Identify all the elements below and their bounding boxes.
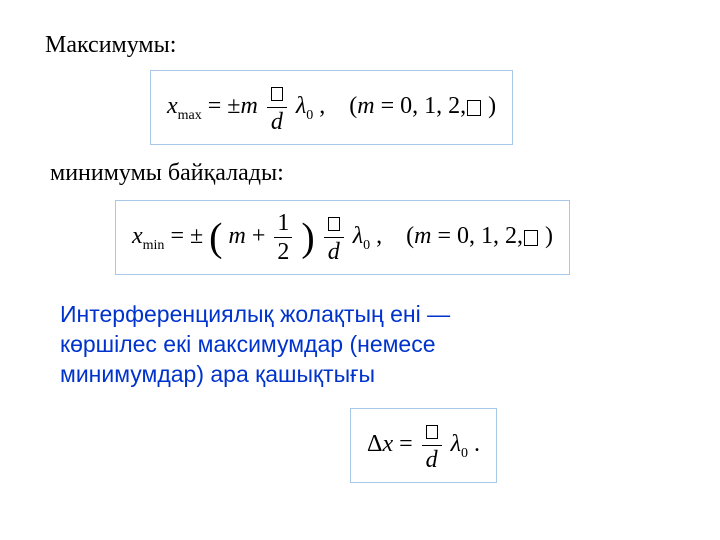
definition-line1: Интерференциялық жолақтың ені — [60, 301, 450, 327]
rparen: ) [301, 215, 314, 260]
lambda-sub: 0 [461, 446, 468, 461]
inner-m: m [228, 223, 245, 249]
placeholder-glyph [467, 100, 481, 116]
m-range-open: ( [406, 223, 414, 249]
lambda-sub: 0 [363, 238, 370, 253]
period: . [474, 431, 480, 457]
lparen: ( [209, 215, 222, 260]
equals: = ± [170, 223, 203, 249]
m-range-close: ) [482, 93, 496, 119]
equals: = ± [208, 93, 241, 119]
sub-min: min [143, 238, 165, 253]
sub-max: max [178, 108, 202, 123]
coef-m: m [240, 93, 257, 119]
definition-line3: минимумдар) ара қашықтығы [60, 361, 375, 387]
formula-min-box: xmin = ± ( m + 1 2 ) d λ0 , (m = 0, 1, 2… [115, 200, 570, 275]
minima-label: минимумы байқалады: [50, 160, 284, 187]
comma: , [376, 223, 400, 249]
lambda: λ [296, 93, 306, 119]
delta: Δ [367, 431, 382, 457]
definition-text: Интерференциялық жолақтың ені — көршілес… [60, 300, 580, 390]
frac-half: 1 2 [274, 211, 292, 264]
formula-max-box: xmax = ±m d λ0 , (m = 0, 1, 2, ) [150, 70, 513, 145]
placeholder-glyph [328, 217, 340, 231]
m-range-close: ) [539, 223, 553, 249]
frac-l-over-d: d [422, 419, 442, 472]
placeholder-glyph [426, 425, 438, 439]
placeholder-glyph [524, 230, 538, 246]
equals: = [399, 431, 419, 457]
frac-l-over-d: d [324, 211, 344, 264]
placeholder-glyph [271, 87, 283, 101]
lambda-sub: 0 [306, 108, 313, 123]
definition-line2: көршілес екі максимумдар (немесе [60, 331, 436, 357]
paren-group: ( m + 1 2 ) [209, 211, 315, 264]
var-x: x [167, 93, 178, 119]
frac-l-over-d: d [267, 81, 287, 134]
lambda: λ [353, 223, 363, 249]
comma: , [319, 93, 343, 119]
var-x: x [132, 223, 143, 249]
m-range-vals: = 0, 1, 2, [431, 223, 523, 249]
maxima-label: Максимумы: [45, 32, 176, 59]
m-range-vals: = 0, 1, 2, [375, 93, 467, 119]
lambda: λ [451, 431, 461, 457]
var-x: x [382, 431, 393, 457]
formula-dx-box: Δx = d λ0 . [350, 408, 497, 483]
m-var: m [357, 93, 374, 119]
plus: + [252, 223, 272, 249]
m-var: m [414, 223, 431, 249]
